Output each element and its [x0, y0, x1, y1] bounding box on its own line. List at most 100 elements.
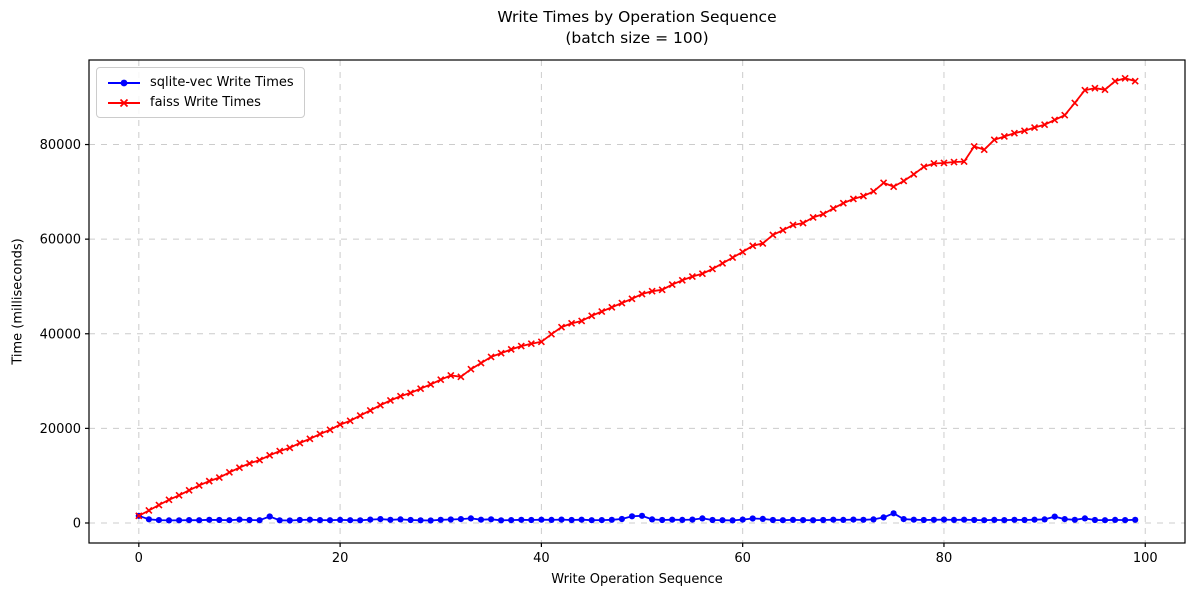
x-axis-label: Write Operation Sequence	[551, 572, 723, 587]
series-marker-circle	[1091, 516, 1098, 524]
series-marker-circle	[316, 517, 324, 524]
series-marker-circle	[628, 513, 636, 520]
series-marker-circle	[689, 516, 696, 523]
y-tick-label: 60000	[40, 233, 81, 248]
series-line-sqlite-vec	[138, 512, 1136, 522]
series-marker-circle	[578, 516, 585, 523]
series-marker-circle	[669, 516, 676, 523]
series-marker-circle	[699, 515, 706, 522]
series-marker-circle	[739, 516, 746, 523]
series-marker-circle	[447, 516, 454, 523]
series-marker-circle	[709, 516, 716, 524]
x-tick-label: 20	[332, 551, 349, 566]
x-tick-label: 60	[734, 551, 751, 566]
series-marker-circle	[789, 516, 797, 524]
series-marker-circle	[598, 517, 605, 524]
legend: sqlite-vec Write Times faiss Write Times	[96, 67, 305, 118]
series-marker-circle	[608, 516, 615, 523]
legend-item-faiss: faiss Write Times	[106, 95, 294, 110]
series-marker-circle	[477, 516, 485, 523]
series-marker-circle	[296, 516, 303, 524]
series-marker-circle	[246, 516, 253, 524]
series-marker-circle	[186, 517, 193, 524]
series-marker-circle	[1061, 516, 1068, 523]
series-marker-circle	[347, 517, 354, 524]
series-marker-circle	[488, 516, 495, 523]
series-marker-circle	[306, 516, 313, 523]
series-marker-circle	[991, 516, 998, 524]
y-axis-label: Time (milliseconds)	[10, 238, 26, 365]
series-marker-circle	[1122, 517, 1129, 524]
legend-sample-circle-line-icon	[108, 79, 140, 86]
series-marker-circle	[558, 516, 565, 523]
series-marker-circle	[528, 516, 535, 524]
series-marker-circle	[779, 517, 787, 524]
series-marker-circle	[900, 516, 907, 523]
series-marker-circle	[206, 516, 213, 523]
series-marker-circle	[377, 516, 384, 523]
series-marker-circle	[890, 510, 897, 517]
series-marker-circle	[860, 516, 867, 523]
series-marker-circle	[145, 516, 152, 523]
series-marker-circle	[1011, 516, 1018, 523]
series-marker-circle	[880, 514, 887, 521]
series-marker-circle	[276, 517, 283, 524]
series-marker-circle	[1051, 513, 1058, 520]
series-marker-circle	[226, 517, 233, 524]
series-marker-circle	[820, 516, 827, 524]
chart-title-line2: (batch size = 100)	[565, 29, 709, 47]
series-marker-circle	[1001, 517, 1008, 524]
series-marker-circle	[830, 516, 837, 523]
y-tick-label: 0	[73, 516, 81, 531]
legend-label-sqlite-vec: sqlite-vec Write Times	[150, 75, 294, 90]
series-marker-circle	[840, 516, 847, 524]
series-marker-circle	[679, 516, 686, 524]
series-marker-circle	[729, 517, 736, 524]
series-marker-circle	[256, 517, 263, 524]
x-tick-label: 80	[936, 551, 953, 566]
x-tick-label: 100	[1133, 551, 1158, 566]
series-marker-circle	[437, 516, 444, 523]
series-marker-circle	[1132, 516, 1139, 523]
series-marker-circle	[638, 512, 646, 519]
series-marker-circle	[940, 516, 948, 523]
series-marker-circle	[286, 517, 293, 524]
series-marker-circle	[749, 515, 756, 522]
series-marker-circle	[1071, 516, 1078, 523]
series-marker-circle	[266, 513, 273, 520]
series-marker-circle	[1031, 516, 1038, 523]
y-tick-label: 20000	[40, 422, 81, 437]
series-marker-circle	[719, 517, 726, 524]
series-marker-circle	[961, 516, 968, 523]
series-marker-circle	[467, 515, 474, 522]
x-tick-label: 40	[533, 551, 550, 566]
series-marker-circle	[326, 517, 334, 524]
series-marker-circle	[769, 516, 777, 524]
series-marker-circle	[155, 517, 162, 524]
series-marker-circle	[1081, 515, 1088, 522]
series-marker-circle	[1021, 516, 1028, 524]
axes-spines	[88, 59, 1186, 544]
y-tick-label: 40000	[40, 327, 81, 342]
series-marker-circle	[568, 516, 575, 524]
series-marker-circle	[850, 516, 857, 523]
series-marker-circle	[397, 516, 404, 523]
series-marker-circle	[337, 516, 344, 524]
series-marker-circle	[759, 515, 766, 523]
series-marker-circle	[518, 516, 525, 523]
x-tick-label: 0	[135, 551, 143, 566]
series-marker-circle	[538, 516, 545, 523]
series-marker-circle	[950, 516, 958, 524]
y-tick-label: 80000	[40, 138, 81, 153]
legend-sample-x-line-icon	[108, 98, 140, 107]
series-marker-circle	[367, 516, 374, 523]
series-marker-circle	[216, 516, 223, 524]
series-marker-circle	[498, 517, 505, 524]
legend-item-sqlite-vec: sqlite-vec Write Times	[106, 75, 294, 90]
series-marker-circle	[196, 517, 203, 524]
series-marker-x	[135, 74, 1139, 520]
series-marker-circle	[548, 516, 555, 524]
series-marker-circle	[981, 517, 988, 524]
